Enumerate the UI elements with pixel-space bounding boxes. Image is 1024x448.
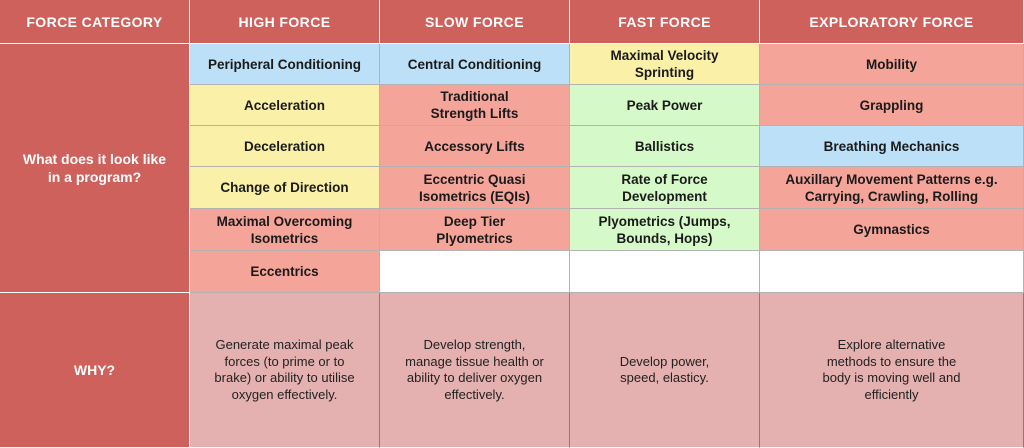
why-high-force: Generate maximal peak forces (to prime o… <box>190 293 380 448</box>
why-slow-force: Develop strength, manage tissue health o… <box>380 293 570 448</box>
high-force-item: Eccentrics <box>190 251 380 293</box>
fast-force-item: Maximal Velocity Sprinting <box>570 44 760 85</box>
slow-force-item: Central Conditioning <box>380 44 570 85</box>
exploratory-force-item: Mobility <box>760 44 1024 85</box>
high-force-item: Deceleration <box>190 126 380 167</box>
header-exploratory-force: EXPLORATORY FORCE <box>760 0 1024 44</box>
slow-force-empty-cell <box>380 251 570 293</box>
row-header-why: WHY? <box>0 293 190 448</box>
high-force-item: Acceleration <box>190 85 380 126</box>
fast-force-empty-cell <box>570 251 760 293</box>
slow-force-item: Accessory Lifts <box>380 126 570 167</box>
exploratory-force-empty-cell <box>760 251 1024 293</box>
exploratory-force-item: Auxillary Movement Patterns e.g. Carryin… <box>760 167 1024 209</box>
fast-force-item: Rate of Force Development <box>570 167 760 209</box>
header-slow-force: SLOW FORCE <box>380 0 570 44</box>
header-force-category: FORCE CATEGORY <box>0 0 190 44</box>
fast-force-item: Ballistics <box>570 126 760 167</box>
why-exploratory-force: Explore alternative methods to ensure th… <box>760 293 1024 448</box>
exploratory-force-item: Breathing Mechanics <box>760 126 1024 167</box>
why-fast-force: Develop power, speed, elasticy. <box>570 293 760 448</box>
high-force-item: Peripheral Conditioning <box>190 44 380 85</box>
header-fast-force: FAST FORCE <box>570 0 760 44</box>
slow-force-item: Eccentric Quasi Isometrics (EQIs) <box>380 167 570 209</box>
row-header-program: What does it look like in a program? <box>0 44 190 293</box>
slow-force-item: Traditional Strength Lifts <box>380 85 570 126</box>
fast-force-item: Plyometrics (Jumps, Bounds, Hops) <box>570 209 760 251</box>
high-force-item: Change of Direction <box>190 167 380 209</box>
high-force-item: Maximal Overcoming Isometrics <box>190 209 380 251</box>
slow-force-item: Deep Tier Plyometrics <box>380 209 570 251</box>
header-high-force: HIGH FORCE <box>190 0 380 44</box>
exploratory-force-item: Gymnastics <box>760 209 1024 251</box>
exploratory-force-item: Grappling <box>760 85 1024 126</box>
fast-force-item: Peak Power <box>570 85 760 126</box>
